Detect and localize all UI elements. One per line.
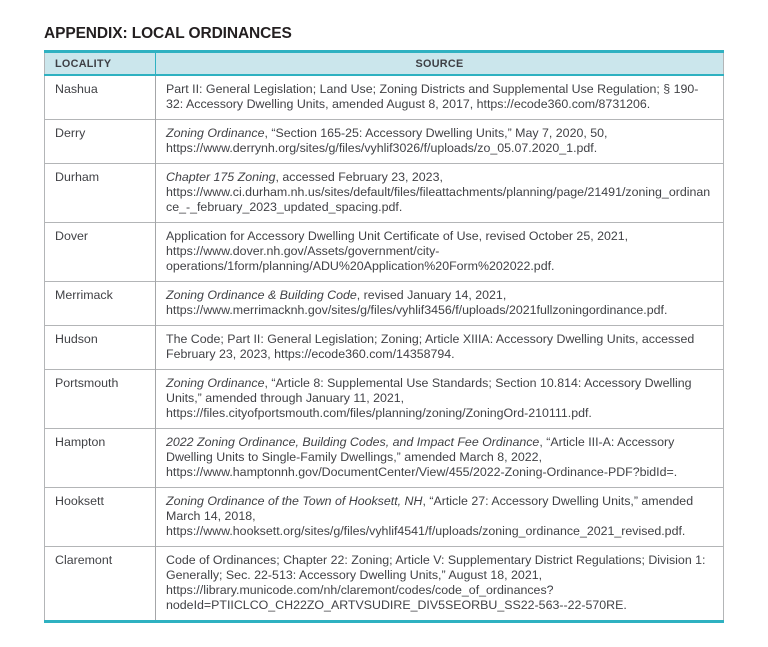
- source-text: , “Section 165-25: Accessory Dwelling Un…: [166, 126, 608, 155]
- locality-cell: Portsmouth: [44, 369, 156, 429]
- table-row: Hampton 2022 Zoning Ordinance, Building …: [44, 428, 724, 488]
- locality-cell: Dover: [44, 222, 156, 282]
- locality-cell: Merrimack: [44, 281, 156, 326]
- source-text: Part II: General Legislation; Land Use; …: [166, 82, 699, 111]
- source-text: , revised January 14, 2021, https://www.…: [166, 288, 668, 317]
- source-text: Code of Ordinances; Chapter 22: Zoning; …: [166, 553, 706, 612]
- source-title-italic: Zoning Ordinance: [166, 126, 265, 140]
- source-text: , accessed February 23, 2023, https://ww…: [166, 170, 711, 214]
- source-cell: Chapter 175 Zoning, accessed February 23…: [155, 163, 724, 223]
- source-cell: Zoning Ordinance, “Section 165-25: Acces…: [155, 119, 724, 164]
- source-title-italic: Zoning Ordinance: [166, 376, 265, 390]
- table-row: Claremont Code of Ordinances; Chapter 22…: [44, 546, 724, 622]
- source-cell: Part II: General Legislation; Land Use; …: [155, 75, 724, 120]
- source-title-italic: 2022 Zoning Ordinance, Building Codes, a…: [166, 435, 540, 449]
- locality-cell: Durham: [44, 163, 156, 223]
- column-header-source: SOURCE: [155, 51, 724, 76]
- table-body: Nashua Part II: General Legislation; Lan…: [44, 75, 724, 622]
- source-cell: Code of Ordinances; Chapter 22: Zoning; …: [155, 546, 724, 622]
- local-ordinances-table: LOCALITY SOURCE Nashua Part II: General …: [44, 50, 724, 623]
- table-row: Dover Application for Accessory Dwelling…: [44, 222, 724, 282]
- source-title-italic: Zoning Ordinance & Building Code: [166, 288, 357, 302]
- table-row: Nashua Part II: General Legislation; Lan…: [45, 75, 724, 120]
- source-text: , “Article 8: Supplemental Use Standards…: [166, 376, 692, 420]
- locality-cell: Claremont: [44, 546, 156, 622]
- table-header-row: LOCALITY SOURCE: [44, 51, 724, 76]
- source-cell: Zoning Ordinance, “Article 8: Supplement…: [155, 369, 724, 429]
- source-text: , “Article 27: Accessory Dwelling Units,…: [166, 494, 694, 538]
- source-cell: The Code; Part II: General Legislation; …: [155, 325, 724, 370]
- table-row: Derry Zoning Ordinance, “Section 165-25:…: [44, 119, 724, 164]
- locality-cell: Hampton: [44, 428, 156, 488]
- table-row: Portsmouth Zoning Ordinance, “Article 8:…: [44, 369, 724, 429]
- table-row: Durham Chapter 175 Zoning, accessed Febr…: [44, 163, 724, 223]
- source-cell: Zoning Ordinance & Building Code, revise…: [155, 281, 724, 326]
- source-cell: Application for Accessory Dwelling Unit …: [155, 222, 724, 282]
- locality-cell: Derry: [44, 119, 156, 164]
- page-title: APPENDIX: LOCAL ORDINANCES: [44, 25, 292, 42]
- source-title-italic: Chapter 175 Zoning: [166, 170, 276, 184]
- locality-cell: Hooksett: [44, 487, 156, 547]
- source-cell: 2022 Zoning Ordinance, Building Codes, a…: [155, 428, 724, 488]
- appendix-page: APPENDIX: LOCAL ORDINANCES LOCALITY SOUR…: [44, 25, 724, 623]
- locality-cell: Hudson: [44, 325, 156, 370]
- source-title-italic: Zoning Ordinance of the Town of Hooksett…: [166, 494, 423, 508]
- table-row: Hudson The Code; Part II: General Legisl…: [44, 325, 724, 370]
- source-text: , “Article III-A: Accessory Dwelling Uni…: [166, 435, 678, 479]
- source-text: The Code; Part II: General Legislation; …: [166, 332, 695, 361]
- table-row: Merrimack Zoning Ordinance & Building Co…: [44, 281, 724, 326]
- source-cell: Zoning Ordinance of the Town of Hooksett…: [155, 487, 724, 547]
- source-text: Application for Accessory Dwelling Unit …: [166, 229, 629, 273]
- table-row: Hooksett Zoning Ordinance of the Town of…: [44, 487, 724, 547]
- locality-cell: Nashua: [55, 82, 98, 96]
- column-header-locality: LOCALITY: [44, 51, 156, 76]
